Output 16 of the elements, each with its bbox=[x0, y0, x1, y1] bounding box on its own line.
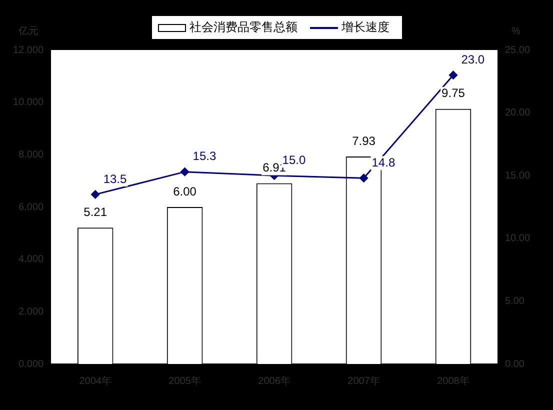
data-label: 13.5 bbox=[103, 172, 128, 186]
data-label: 14.8 bbox=[372, 155, 396, 170]
legend-label: 增长速度 bbox=[342, 19, 390, 36]
data-label: 15.0 bbox=[282, 152, 306, 167]
data-label: 15.3 bbox=[192, 149, 216, 164]
point bbox=[360, 174, 368, 182]
data-label: 9.75 bbox=[442, 86, 466, 100]
data-label: 5.21 bbox=[84, 204, 108, 219]
y2-axis-title: % bbox=[512, 26, 521, 37]
data-label: 7.93 bbox=[352, 134, 376, 148]
point bbox=[448, 70, 458, 80]
data-label: 23.0 bbox=[461, 52, 485, 66]
point bbox=[91, 190, 100, 199]
point bbox=[180, 168, 190, 176]
text: 社会消费品零售总额 bbox=[190, 19, 298, 36]
data-label: 6.00 bbox=[173, 184, 197, 198]
